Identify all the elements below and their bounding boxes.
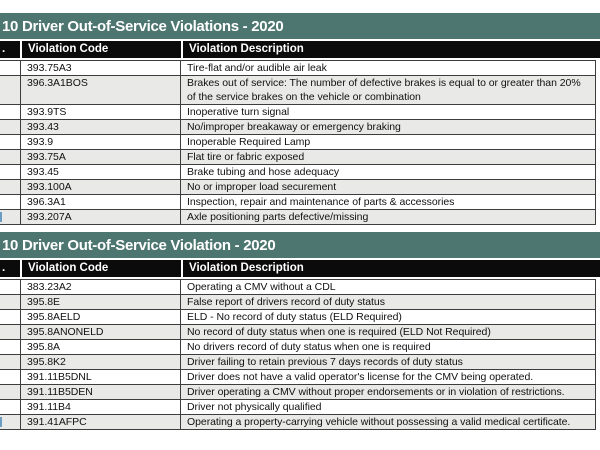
table-body: 393.75A3 Tire-flat and/or audible air lea… [0,60,596,225]
violation-description-cell: No record of duty status when one is req… [181,325,596,339]
table-row: 393.75A3 Tire-flat and/or audible air lea… [0,61,596,76]
violation-code-cell: 393.45 [21,165,181,179]
violation-code-cell: 393.43 [21,120,181,134]
violation-code-cell: 393.100A [21,180,181,194]
violation-code-cell: 393.9TS [21,105,181,119]
table-row: 393.75A Flat tire or fabric exposed [0,150,596,165]
row-number-cell [0,385,21,399]
row-number-cell [0,295,21,309]
violation-description-cell: No drivers record of duty status when on… [181,340,596,354]
row-number-cell [0,61,21,75]
table-row: 395.8K2 Driver failing to retain previous… [0,355,596,370]
violation-description-cell: False report of drivers record of duty s… [181,295,596,309]
violation-code-cell: 395.8ANONELD [21,325,181,339]
row-number-cell [0,370,21,384]
violation-code-cell: 393.207A [21,210,181,224]
violation-description-cell: Driver does not have a valid operator's … [181,370,596,384]
table-row: 391.11B5DNL Driver does not have a valid … [0,370,596,385]
violation-description-cell: Driver operating a CMV without proper en… [181,385,596,399]
table-row: 393.9TS Inoperative turn signal [0,105,596,120]
violation-description-cell: Driver failing to retain previous 7 days… [181,355,596,369]
row-number-cell [0,180,21,194]
table-row: 391.41AFPC Operating a property-carrying … [0,415,596,430]
row-number-cell [0,325,21,339]
table-body: 383.23A2 Operating a CMV without a CDL 395… [0,279,596,430]
table-title-bar: 10 Driver Out-of-Service Violations - 20… [0,13,600,39]
column-header-description: Violation Description [183,260,600,277]
violation-code-cell: 383.23A2 [21,280,181,294]
column-header-code: Violation Code [22,260,181,277]
row-number-cell [0,105,21,119]
violation-description-cell: Brakes out of service: The number of def… [181,76,596,104]
violation-code-cell: 391.41AFPC [21,415,181,429]
violation-code-cell: 393.75A3 [21,61,181,75]
table-row: 396.3A1BOS Brakes out of service: The num… [0,76,596,105]
row-number-cell [0,210,21,224]
violation-description-cell: Operating a property-carrying vehicle wi… [181,415,596,429]
violation-code-cell: 396.3A1BOS [21,76,181,104]
table-row: 393.45 Brake tubing and hose adequacy [0,165,596,180]
table-row: 383.23A2 Operating a CMV without a CDL [0,280,596,295]
row-number-cell [0,150,21,164]
row-number-cell [0,195,21,209]
table-row: 395.8AELD ELD - No record of duty status … [0,310,596,325]
violation-code-cell: 391.11B5DNL [21,370,181,384]
table-row: 395.8E False report of drivers record of … [0,295,596,310]
row-number-cell [0,340,21,354]
table-title: 10 Driver Out-of-Service Violation - 202… [2,236,276,254]
table-row: 395.8ANONELD No record of duty status whe… [0,325,596,340]
table-header-row: . Violation Code Violation Description [0,260,600,277]
row-number-cell [0,76,21,104]
violation-description-cell: Driver not physically qualified [181,400,596,414]
row-number-cell [0,135,21,149]
oos-violations-table-1: 10 Driver Out-of-Service Violations - 20… [0,13,600,225]
violation-description-cell: Flat tire or fabric exposed [181,150,596,164]
row-number-cell [0,120,21,134]
violation-description-cell: ELD - No record of duty status (ELD Requ… [181,310,596,324]
table-row: 395.8A No drivers record of duty status w… [0,340,596,355]
row-number-cell [0,415,21,429]
table-row: 396.3A1 Inspection, repair and maintenanc… [0,195,596,210]
oos-violations-table-2: 10 Driver Out-of-Service Violation - 202… [0,232,600,430]
table-row: 391.11B5DEN Driver operating a CMV withou… [0,385,596,400]
row-number-cell [0,310,21,324]
table-title-bar: 10 Driver Out-of-Service Violation - 202… [0,232,600,258]
violation-description-cell: Axle positioning parts defective/missing [181,210,596,224]
table-row: 393.9 Inoperable Required Lamp [0,135,596,150]
violation-description-cell: Inoperable Required Lamp [181,135,596,149]
violation-code-cell: 391.11B4 [21,400,181,414]
table-row: 393.43 No/improper breakaway or emergency… [0,120,596,135]
table-row: 393.100A No or improper load securement [0,180,596,195]
violation-code-cell: 393.75A [21,150,181,164]
violation-description-cell: No/improper breakaway or emergency braki… [181,120,596,134]
column-header-description: Violation Description [183,41,600,58]
violation-description-cell: Brake tubing and hose adequacy [181,165,596,179]
violation-code-cell: 395.8K2 [21,355,181,369]
violation-code-cell: 395.8A [21,340,181,354]
violation-code-cell: 391.11B5DEN [21,385,181,399]
table-row: 393.207A Axle positioning parts defective… [0,210,596,225]
row-number-cell [0,280,21,294]
column-header-code: Violation Code [22,41,181,58]
row-number-cell [0,400,21,414]
violation-description-cell: Operating a CMV without a CDL [181,280,596,294]
cut-off-number-sliver [0,212,2,222]
table-header-row: . Violation Code Violation Description [0,41,600,58]
violation-code-cell: 395.8AELD [21,310,181,324]
table-title: 10 Driver Out-of-Service Violations - 20… [2,17,284,35]
cut-off-number-sliver [0,417,2,427]
table-row: 391.11B4 Driver not physically qualified [0,400,596,415]
violation-description-cell: No or improper load securement [181,180,596,194]
column-header-number: . [0,41,20,58]
row-number-cell [0,355,21,369]
violation-code-cell: 396.3A1 [21,195,181,209]
violation-description-cell: Inspection, repair and maintenance of pa… [181,195,596,209]
violation-code-cell: 395.8E [21,295,181,309]
row-number-cell [0,165,21,179]
violation-description-cell: Inoperative turn signal [181,105,596,119]
column-header-number: . [0,260,20,277]
violation-code-cell: 393.9 [21,135,181,149]
violation-description-cell: Tire-flat and/or audible air leak [181,61,596,75]
